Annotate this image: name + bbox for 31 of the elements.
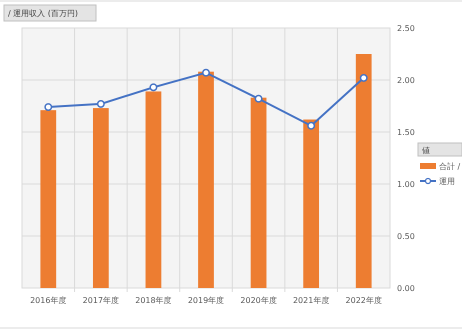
point <box>149 83 158 92</box>
x-tick-label: 2019年度 <box>188 296 224 305</box>
bar <box>303 120 320 288</box>
point <box>360 74 368 82</box>
point <box>202 68 210 77</box>
bar <box>40 110 56 288</box>
point <box>96 100 105 108</box>
bar <box>250 98 266 288</box>
bar <box>92 108 109 288</box>
y-tick-label: 0.00 <box>397 284 415 293</box>
legend-label: 合計 / <box>439 162 461 171</box>
point <box>307 122 316 130</box>
legend-title: 値 <box>422 146 430 155</box>
x-tick-label: 2020年度 <box>240 296 277 305</box>
y-tick-label: 2.00 <box>397 76 415 85</box>
x-tick-label: 2021年度 <box>292 296 330 305</box>
x-tick-label: 2018年度 <box>135 296 172 305</box>
point <box>44 103 52 111</box>
chart-title: / 運用収入 (百万円) <box>8 9 78 18</box>
x-tick-label: 2017年度 <box>82 296 120 305</box>
y-tick-label: 1.00 <box>397 180 415 189</box>
bar <box>146 91 162 288</box>
x-tick-label: 2016年度 <box>30 296 66 305</box>
legend-label: 運用 <box>439 177 455 186</box>
point <box>254 94 263 103</box>
x-tick-label: 2022年度 <box>346 296 382 305</box>
bar <box>356 54 372 288</box>
bar <box>198 72 214 288</box>
y-tick-label: 0.50 <box>397 232 415 241</box>
y-tick-label: 1.50 <box>397 128 415 137</box>
y-tick-label: 2.50 <box>397 24 415 33</box>
